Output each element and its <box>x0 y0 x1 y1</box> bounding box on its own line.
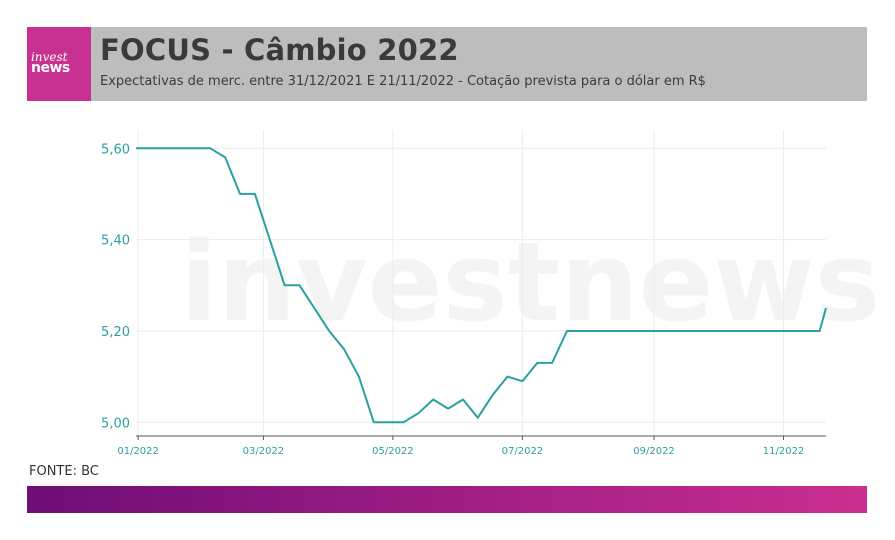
y-tick-label: 5,60 <box>101 142 130 157</box>
x-tick-label: 01/2022 <box>117 446 159 457</box>
x-tick-label: 11/2022 <box>763 446 805 457</box>
investnews-logo: invest news <box>27 27 91 101</box>
logo-line2: news <box>31 60 70 76</box>
x-tick-label: 03/2022 <box>243 446 285 457</box>
line-chart: investnews 5,00 5,20 5,40 5,60 01/2022 03/20… <box>101 130 880 457</box>
page-title: FOCUS - Câmbio 2022 <box>100 33 459 67</box>
footer-bar <box>27 486 867 513</box>
logo-line1: invest <box>31 50 68 64</box>
page-subtitle: Expectativas de merc. entre 31/12/2021 E… <box>100 74 706 89</box>
source-label: FONTE: BC <box>29 464 99 479</box>
y-axis-ticks: 5,00 5,20 5,40 5,60 <box>101 142 130 431</box>
header-banner: invest news FOCUS - Câmbio 2022 Expectat… <box>27 27 867 101</box>
chart-watermark: investnews <box>180 218 880 346</box>
y-tick-label: 5,00 <box>101 416 130 431</box>
series-line <box>136 147 827 424</box>
x-tick-label: 07/2022 <box>502 446 544 457</box>
y-tick-label: 5,40 <box>101 234 130 249</box>
x-tick-label: 05/2022 <box>372 446 414 457</box>
grid <box>136 130 826 436</box>
x-tick-label: 09/2022 <box>633 446 675 457</box>
y-tick-label: 5,20 <box>101 325 130 340</box>
x-axis-ticks: 01/2022 03/2022 05/2022 07/2022 09/2022 11/20… <box>117 436 804 457</box>
